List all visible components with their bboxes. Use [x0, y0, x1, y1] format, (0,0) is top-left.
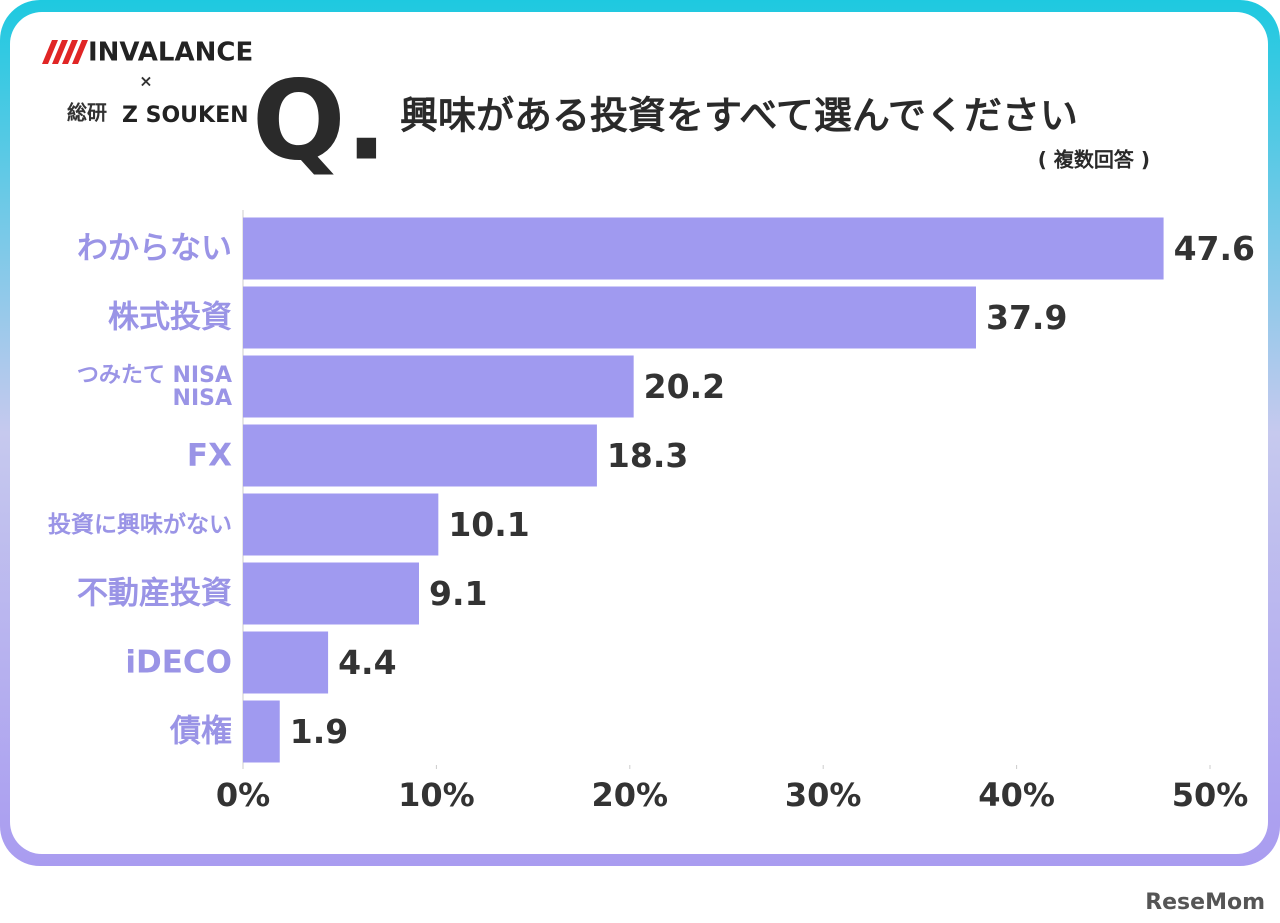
chart-subtitle: ( 複数回答 )	[1038, 148, 1150, 172]
chart-title: 興味がある投資をすべて選んでください	[400, 94, 1078, 138]
x-tick-label: 40%	[978, 776, 1055, 814]
bar	[243, 493, 439, 556]
souken-mark: 総研	[67, 101, 107, 125]
invalance-stripes	[42, 40, 88, 64]
x-tick-label: 30%	[785, 776, 862, 814]
x-tick-label: 10%	[398, 776, 475, 814]
bar	[243, 286, 976, 349]
value-label: 37.9	[986, 298, 1067, 337]
bar	[243, 355, 634, 418]
value-label: 10.1	[448, 505, 529, 544]
category-label: iDECO	[125, 644, 232, 681]
category-label: わからない	[77, 230, 232, 267]
x-tick-label: 20%	[592, 776, 669, 814]
bar	[243, 562, 419, 625]
value-label: 1.9	[290, 712, 348, 751]
logo-cross: ×	[139, 72, 152, 91]
value-label: 9.1	[429, 574, 487, 613]
value-label: 18.3	[607, 436, 688, 475]
category-label: つみたて NISA NISA	[76, 362, 232, 411]
bar	[243, 424, 597, 487]
x-tick-label: 50%	[1172, 776, 1249, 814]
category-label: 投資に興味がない	[48, 511, 232, 538]
bar	[243, 700, 280, 763]
watermark: ReseMom	[1145, 890, 1265, 915]
value-label: 20.2	[644, 367, 725, 406]
bar	[243, 631, 329, 694]
bar	[243, 217, 1164, 280]
x-tick-label: 0%	[216, 776, 270, 814]
value-label: 47.6	[1174, 229, 1255, 268]
category-label: 株式投資	[108, 299, 232, 336]
question-mark: Q.	[252, 56, 387, 184]
category-label: FX	[186, 437, 232, 474]
value-label: 4.4	[338, 643, 396, 682]
category-label: 不動産投資	[77, 575, 232, 612]
brand-logo: INVALANCE	[88, 38, 253, 68]
souken-logo: Z SOUKEN	[122, 103, 249, 128]
category-label: 債権	[170, 713, 232, 750]
